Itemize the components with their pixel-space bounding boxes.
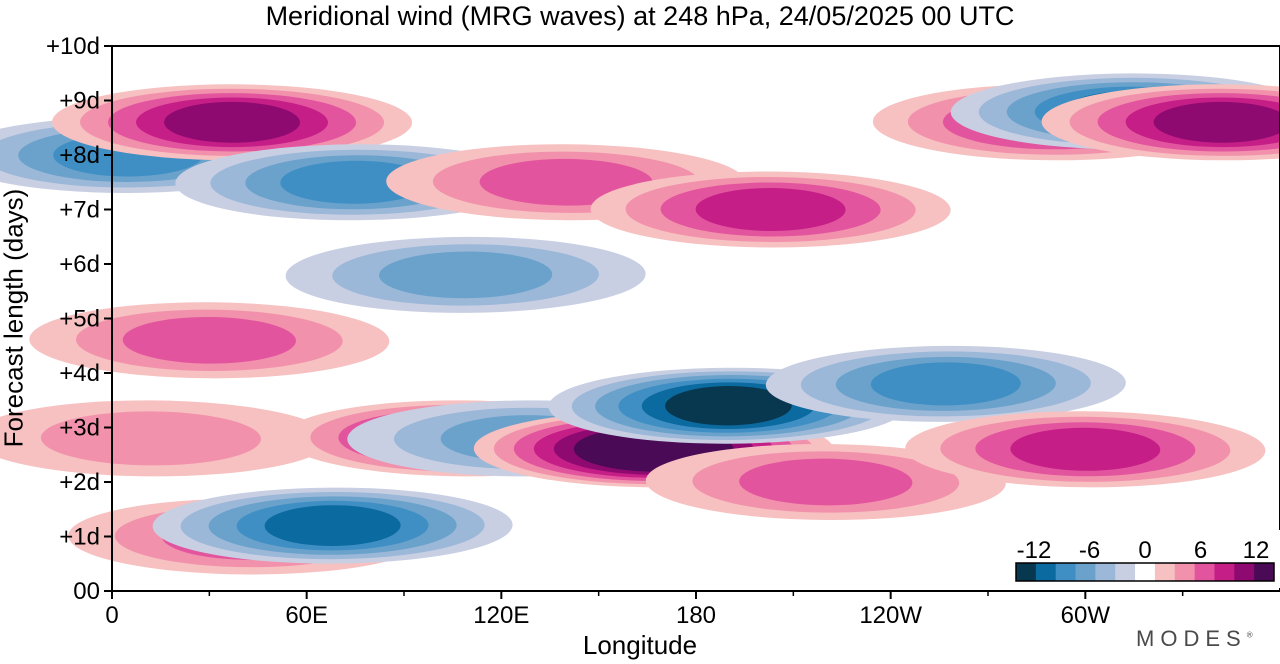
colorbar-swatch	[1194, 563, 1215, 581]
y-tick-label: +7d	[59, 197, 100, 224]
wind-anomaly-northerly-15	[765, 345, 1126, 422]
contour-band	[739, 458, 913, 506]
y-tick-label: +10d	[46, 33, 100, 60]
wind-field	[0, 73, 1280, 575]
contour-band	[378, 251, 553, 299]
x-tick-label: 180	[676, 602, 716, 629]
colorbar-swatch	[1055, 563, 1077, 581]
wind-anomaly-southerly-14	[645, 443, 1006, 521]
wind-anomaly-southerly-1	[52, 84, 413, 161]
x-tick-label: 120E	[473, 602, 529, 629]
colorbar-swatch	[1135, 563, 1156, 581]
wind-anomaly-southerly-3	[0, 400, 331, 477]
y-tick-label: 00	[73, 578, 100, 605]
colorbar-label: -12	[1017, 537, 1052, 564]
x-axis-label: Longitude	[582, 630, 698, 660]
brand-text: MODES	[1136, 626, 1247, 651]
colorbar-swatch	[1035, 563, 1057, 581]
contour-band	[164, 101, 301, 143]
x-tick-label: 0	[105, 602, 118, 629]
colorbar-swatch	[1254, 563, 1275, 581]
colorbar-label: 12	[1243, 537, 1270, 564]
colorbar-swatch	[1075, 563, 1096, 581]
y-tick-label: +6d	[59, 251, 100, 278]
y-tick-label: +8d	[59, 142, 100, 169]
wind-anomaly-southerly-16	[905, 411, 1266, 488]
contour-band	[870, 362, 1021, 406]
colorbar-swatch	[1154, 563, 1176, 581]
modes-logo: MODES®	[1136, 626, 1253, 652]
y-tick-label: +1d	[59, 524, 100, 551]
colorbar-label: 6	[1194, 537, 1207, 564]
wind-anomaly-southerly-19	[1041, 84, 1280, 161]
y-tick-label: +5d	[59, 306, 100, 333]
y-tick-label: +2d	[59, 469, 100, 496]
colorbar: -12 -6 0 6 12	[1010, 530, 1280, 588]
y-tick-label: +9d	[59, 88, 100, 115]
contour-band	[122, 316, 296, 364]
colorbar-swatch	[1016, 563, 1037, 581]
colorbar-swatch	[1115, 563, 1136, 581]
colorbar-swatch	[1234, 563, 1255, 581]
registered-mark: ®	[1246, 630, 1253, 640]
wind-anomaly-southerly-2	[29, 302, 390, 379]
colorbar-frame	[1015, 562, 1275, 582]
x-tick-label: 120W	[859, 602, 922, 629]
colorbar-swatch	[1095, 563, 1116, 581]
wind-anomaly-northerly-7	[285, 236, 646, 313]
y-axis-label: Forecast length (days)	[0, 188, 29, 448]
x-tick-label: 60W	[1061, 602, 1111, 629]
x-axis: 0 60E 120E 180 120W 60W	[105, 591, 1184, 629]
colorbar-label: 0	[1138, 537, 1151, 564]
colorbar-swatch	[1174, 563, 1196, 581]
wind-anomaly-southerly-13	[590, 171, 951, 248]
y-tick-label: +3d	[59, 415, 100, 442]
contour-band	[695, 187, 846, 232]
chart-title: Meridional wind (MRG waves) at 248 hPa, …	[265, 1, 1015, 31]
contour-band	[1153, 101, 1280, 143]
x-tick-label: 60E	[285, 602, 328, 629]
contour-band	[665, 386, 792, 426]
contour-band	[1010, 427, 1161, 471]
wind-anomaly-northerly-5	[152, 487, 513, 564]
colorbar-swatch	[1214, 563, 1235, 581]
contour-band	[264, 505, 401, 547]
colorbar-label: -6	[1079, 537, 1100, 564]
y-tick-label: +4d	[59, 360, 100, 387]
contour-band	[40, 411, 261, 466]
y-axis: 00 +1d +2d +3d +4d +5d +6d +7d +8d +9d +10d	[46, 33, 112, 605]
